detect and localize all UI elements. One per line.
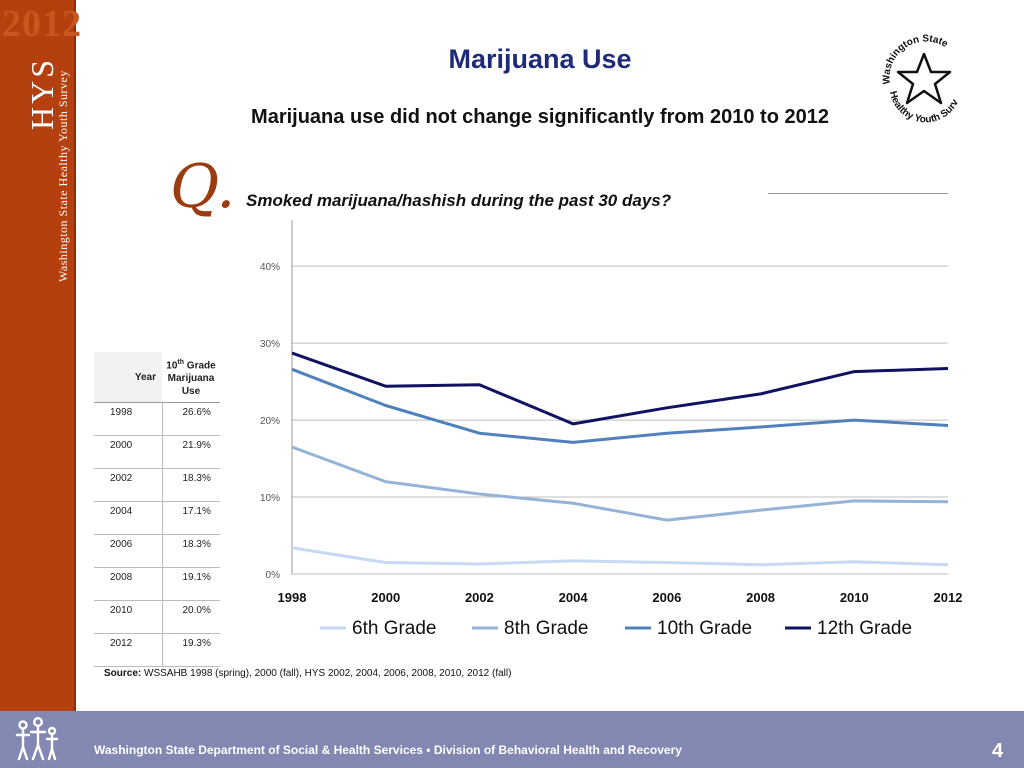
page-subtitle: Marijuana use did not change significant… xyxy=(251,106,829,128)
legend-label: 10th Grade xyxy=(657,618,752,639)
table-cell-value: 26.6% xyxy=(162,402,220,436)
table-header-grade-sup: th xyxy=(177,358,185,366)
page-number: 4 xyxy=(992,740,1004,762)
series-line xyxy=(291,367,949,444)
series-line xyxy=(291,445,949,522)
table-row: 2012 19.3% xyxy=(94,633,220,667)
question-divider xyxy=(768,193,948,194)
x-tick-label: 2010 xyxy=(840,590,869,605)
y-tick-label: 0% xyxy=(266,570,281,581)
table-cell-value: 19.3% xyxy=(162,633,220,667)
table-row: 1998 26.6% xyxy=(94,402,220,436)
logo-text-top: Washington State xyxy=(881,33,950,84)
question-marker: Q. xyxy=(170,152,236,222)
table-header-grade-word: Grade xyxy=(184,360,216,372)
sidebar-year: 2012 xyxy=(2,3,82,45)
legend-label: 12th Grade xyxy=(817,618,912,639)
table-header-grade-num: 10 xyxy=(166,360,178,372)
table-row: 2004 17.1% xyxy=(94,501,220,535)
x-tick-label: 1998 xyxy=(278,590,307,605)
x-tick-label: 2006 xyxy=(652,590,681,605)
question-text: Smoked marijuana/hashish during the past… xyxy=(246,191,672,210)
source-text: WSSAHB 1998 (spring), 2000 (fall), HYS 2… xyxy=(141,668,512,679)
table-cell-year: 2012 xyxy=(94,633,163,667)
svg-text:Washington State: Washington State xyxy=(881,33,950,84)
table-cell-year: 2008 xyxy=(94,567,163,601)
y-tick-label: 20% xyxy=(260,416,280,427)
table-row: 2010 20.0% xyxy=(94,600,220,634)
table-cell-value: 21.9% xyxy=(162,435,220,469)
source-note: Source: WSSAHB 1998 (spring), 2000 (fall… xyxy=(104,668,511,679)
table-cell-value: 20.0% xyxy=(162,600,220,634)
y-tick-label: 40% xyxy=(260,262,280,273)
footer-text: Washington State Department of Social & … xyxy=(94,743,682,757)
x-tick-label: 2002 xyxy=(465,590,494,605)
x-tick-label: 2008 xyxy=(746,590,775,605)
page-title: Marijuana Use xyxy=(448,44,632,74)
table-header-use: Use xyxy=(181,386,201,398)
x-tick-label: 2000 xyxy=(371,590,400,605)
hys-star-logo-icon: Washington State Healthy Youth Survey xyxy=(876,32,961,126)
y-tick-label: 10% xyxy=(260,493,280,504)
sidebar xyxy=(0,0,76,711)
table-row: 2008 19.1% xyxy=(94,567,220,601)
data-table: Year 10th Grade Marijuana Use 1998 26.6% 2… xyxy=(94,352,220,667)
table-cell-year: 1998 xyxy=(94,402,163,436)
table-cell-year: 2010 xyxy=(94,600,163,634)
table-row: 2002 18.3% xyxy=(94,468,220,502)
table-row: 2000 21.9% xyxy=(94,435,220,469)
table-cell-year: 2000 xyxy=(94,435,163,469)
legend-label: 6th Grade xyxy=(352,618,437,639)
table-header-year: Year xyxy=(94,352,162,403)
series-line xyxy=(291,351,949,426)
table-cell-value: 19.1% xyxy=(162,567,220,601)
y-tick-label: 30% xyxy=(260,339,280,350)
table-cell-value: 17.1% xyxy=(162,501,220,535)
table-row: 2006 18.3% xyxy=(94,534,220,568)
x-tick-label: 2004 xyxy=(559,590,589,605)
source-label: Source: xyxy=(104,668,142,679)
legend-label: 8th Grade xyxy=(504,618,589,639)
line-chart: 0% 10% 20% 30% 40% 1998 2000 2002 2004 2006 2008 20… xyxy=(260,220,963,639)
people-family-icon xyxy=(15,717,59,761)
x-tick-label: 2012 xyxy=(934,590,963,605)
table-cell-value: 18.3% xyxy=(162,534,220,568)
table-cell-year: 2004 xyxy=(94,501,163,535)
table-cell-year: 2006 xyxy=(94,534,163,568)
table-cell-value: 18.3% xyxy=(162,468,220,502)
footer-bar xyxy=(0,711,1024,768)
table-header-marijuana: Marijuana xyxy=(167,373,215,385)
table-header-value: 10th Grade Marijuana Use xyxy=(162,352,220,403)
table-header-row: Year 10th Grade Marijuana Use xyxy=(94,352,220,403)
series-line xyxy=(291,546,949,567)
sidebar-survey-name: Washington State Healthy Youth Survey xyxy=(56,70,70,282)
table-cell-year: 2002 xyxy=(94,468,163,502)
